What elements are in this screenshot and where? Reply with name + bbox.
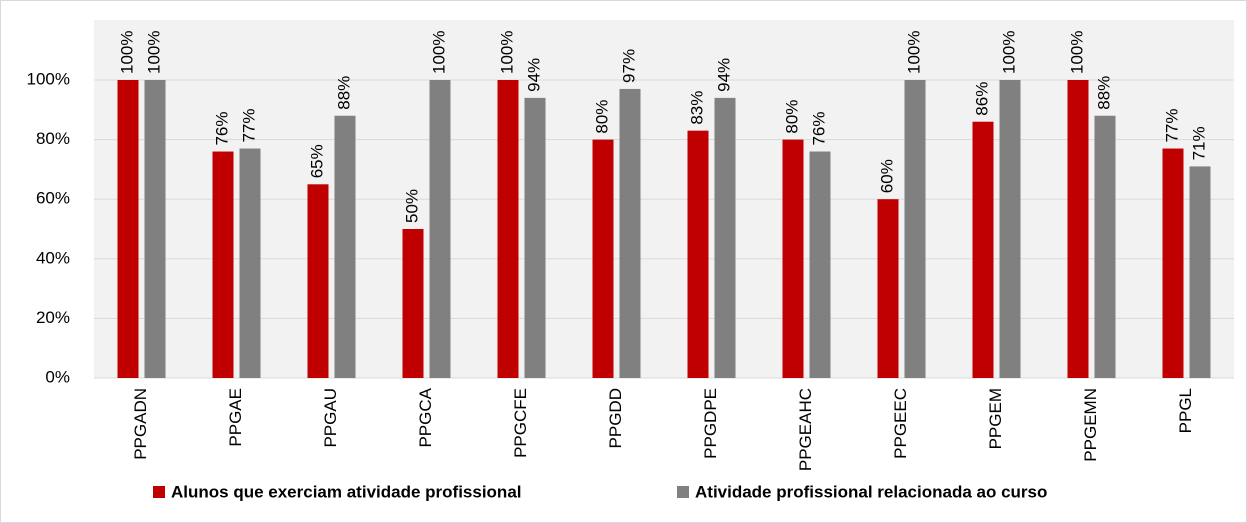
value-label: 100% bbox=[144, 31, 163, 74]
value-label: 100% bbox=[904, 31, 923, 74]
value-label: 100% bbox=[117, 31, 136, 74]
value-label: 50% bbox=[402, 189, 421, 223]
x-tick-label: PPGEAHC bbox=[796, 388, 815, 471]
y-tick-label: 100% bbox=[27, 69, 70, 88]
bar bbox=[687, 130, 709, 378]
bar bbox=[239, 148, 261, 378]
x-tick-label: PPGAU bbox=[321, 388, 340, 448]
bar bbox=[592, 139, 614, 378]
x-tick-label: PPGADN bbox=[131, 388, 150, 460]
x-tick-label: PPGDPE bbox=[701, 388, 720, 459]
y-tick-label: 40% bbox=[36, 248, 70, 267]
bar bbox=[402, 229, 424, 378]
value-label: 88% bbox=[1094, 76, 1113, 110]
bar bbox=[1162, 148, 1184, 378]
bar bbox=[999, 80, 1021, 378]
value-label: 94% bbox=[524, 58, 543, 92]
bar bbox=[117, 80, 139, 378]
x-tick-label: PPGEEC bbox=[891, 388, 910, 459]
y-tick-label: 0% bbox=[45, 367, 70, 386]
y-tick-label: 80% bbox=[36, 129, 70, 148]
x-tick-label: PPGCA bbox=[416, 387, 435, 447]
value-label: 86% bbox=[972, 82, 991, 116]
value-label: 65% bbox=[307, 144, 326, 178]
bar bbox=[619, 88, 641, 378]
bar bbox=[524, 97, 546, 378]
y-tick-label: 20% bbox=[36, 308, 70, 327]
legend-swatch bbox=[677, 486, 689, 498]
value-label: 80% bbox=[592, 100, 611, 134]
x-tick-label: PPGDD bbox=[606, 388, 625, 448]
bar bbox=[334, 115, 356, 378]
value-label: 94% bbox=[714, 58, 733, 92]
value-label: 100% bbox=[497, 31, 516, 74]
value-label: 97% bbox=[619, 49, 638, 83]
value-label: 100% bbox=[429, 31, 448, 74]
value-label: 76% bbox=[809, 111, 828, 145]
bar bbox=[144, 80, 166, 378]
value-label: 77% bbox=[1162, 109, 1181, 143]
value-label: 88% bbox=[334, 76, 353, 110]
value-label: 100% bbox=[999, 31, 1018, 74]
bar bbox=[1094, 115, 1116, 378]
bar bbox=[809, 151, 831, 378]
value-label: 100% bbox=[1067, 31, 1086, 74]
bar bbox=[782, 139, 804, 378]
x-tick-label: PPGCFE bbox=[511, 388, 530, 458]
x-tick-label: PPGEMN bbox=[1081, 388, 1100, 462]
bar bbox=[877, 199, 899, 378]
bar bbox=[212, 151, 234, 378]
bar bbox=[1189, 166, 1211, 378]
legend-label: Atividade profissional relacionada ao cu… bbox=[695, 482, 1047, 501]
legend-swatch bbox=[153, 486, 165, 498]
bar bbox=[497, 80, 519, 378]
value-label: 71% bbox=[1189, 126, 1208, 160]
bar bbox=[1067, 80, 1089, 378]
value-label: 76% bbox=[212, 111, 231, 145]
legend-label: Alunos que exerciam atividade profission… bbox=[171, 482, 522, 501]
bar bbox=[429, 80, 451, 378]
bar bbox=[904, 80, 926, 378]
bar bbox=[307, 184, 329, 378]
bar bbox=[714, 97, 736, 378]
y-tick-label: 60% bbox=[36, 189, 70, 208]
x-tick-label: PPGL bbox=[1176, 388, 1195, 433]
value-label: 77% bbox=[239, 109, 258, 143]
x-tick-label: PPGEM bbox=[986, 388, 1005, 449]
bar bbox=[972, 121, 994, 378]
x-tick-label: PPGAE bbox=[226, 388, 245, 447]
value-label: 60% bbox=[877, 159, 896, 193]
value-label: 80% bbox=[782, 100, 801, 134]
value-label: 83% bbox=[687, 91, 706, 125]
